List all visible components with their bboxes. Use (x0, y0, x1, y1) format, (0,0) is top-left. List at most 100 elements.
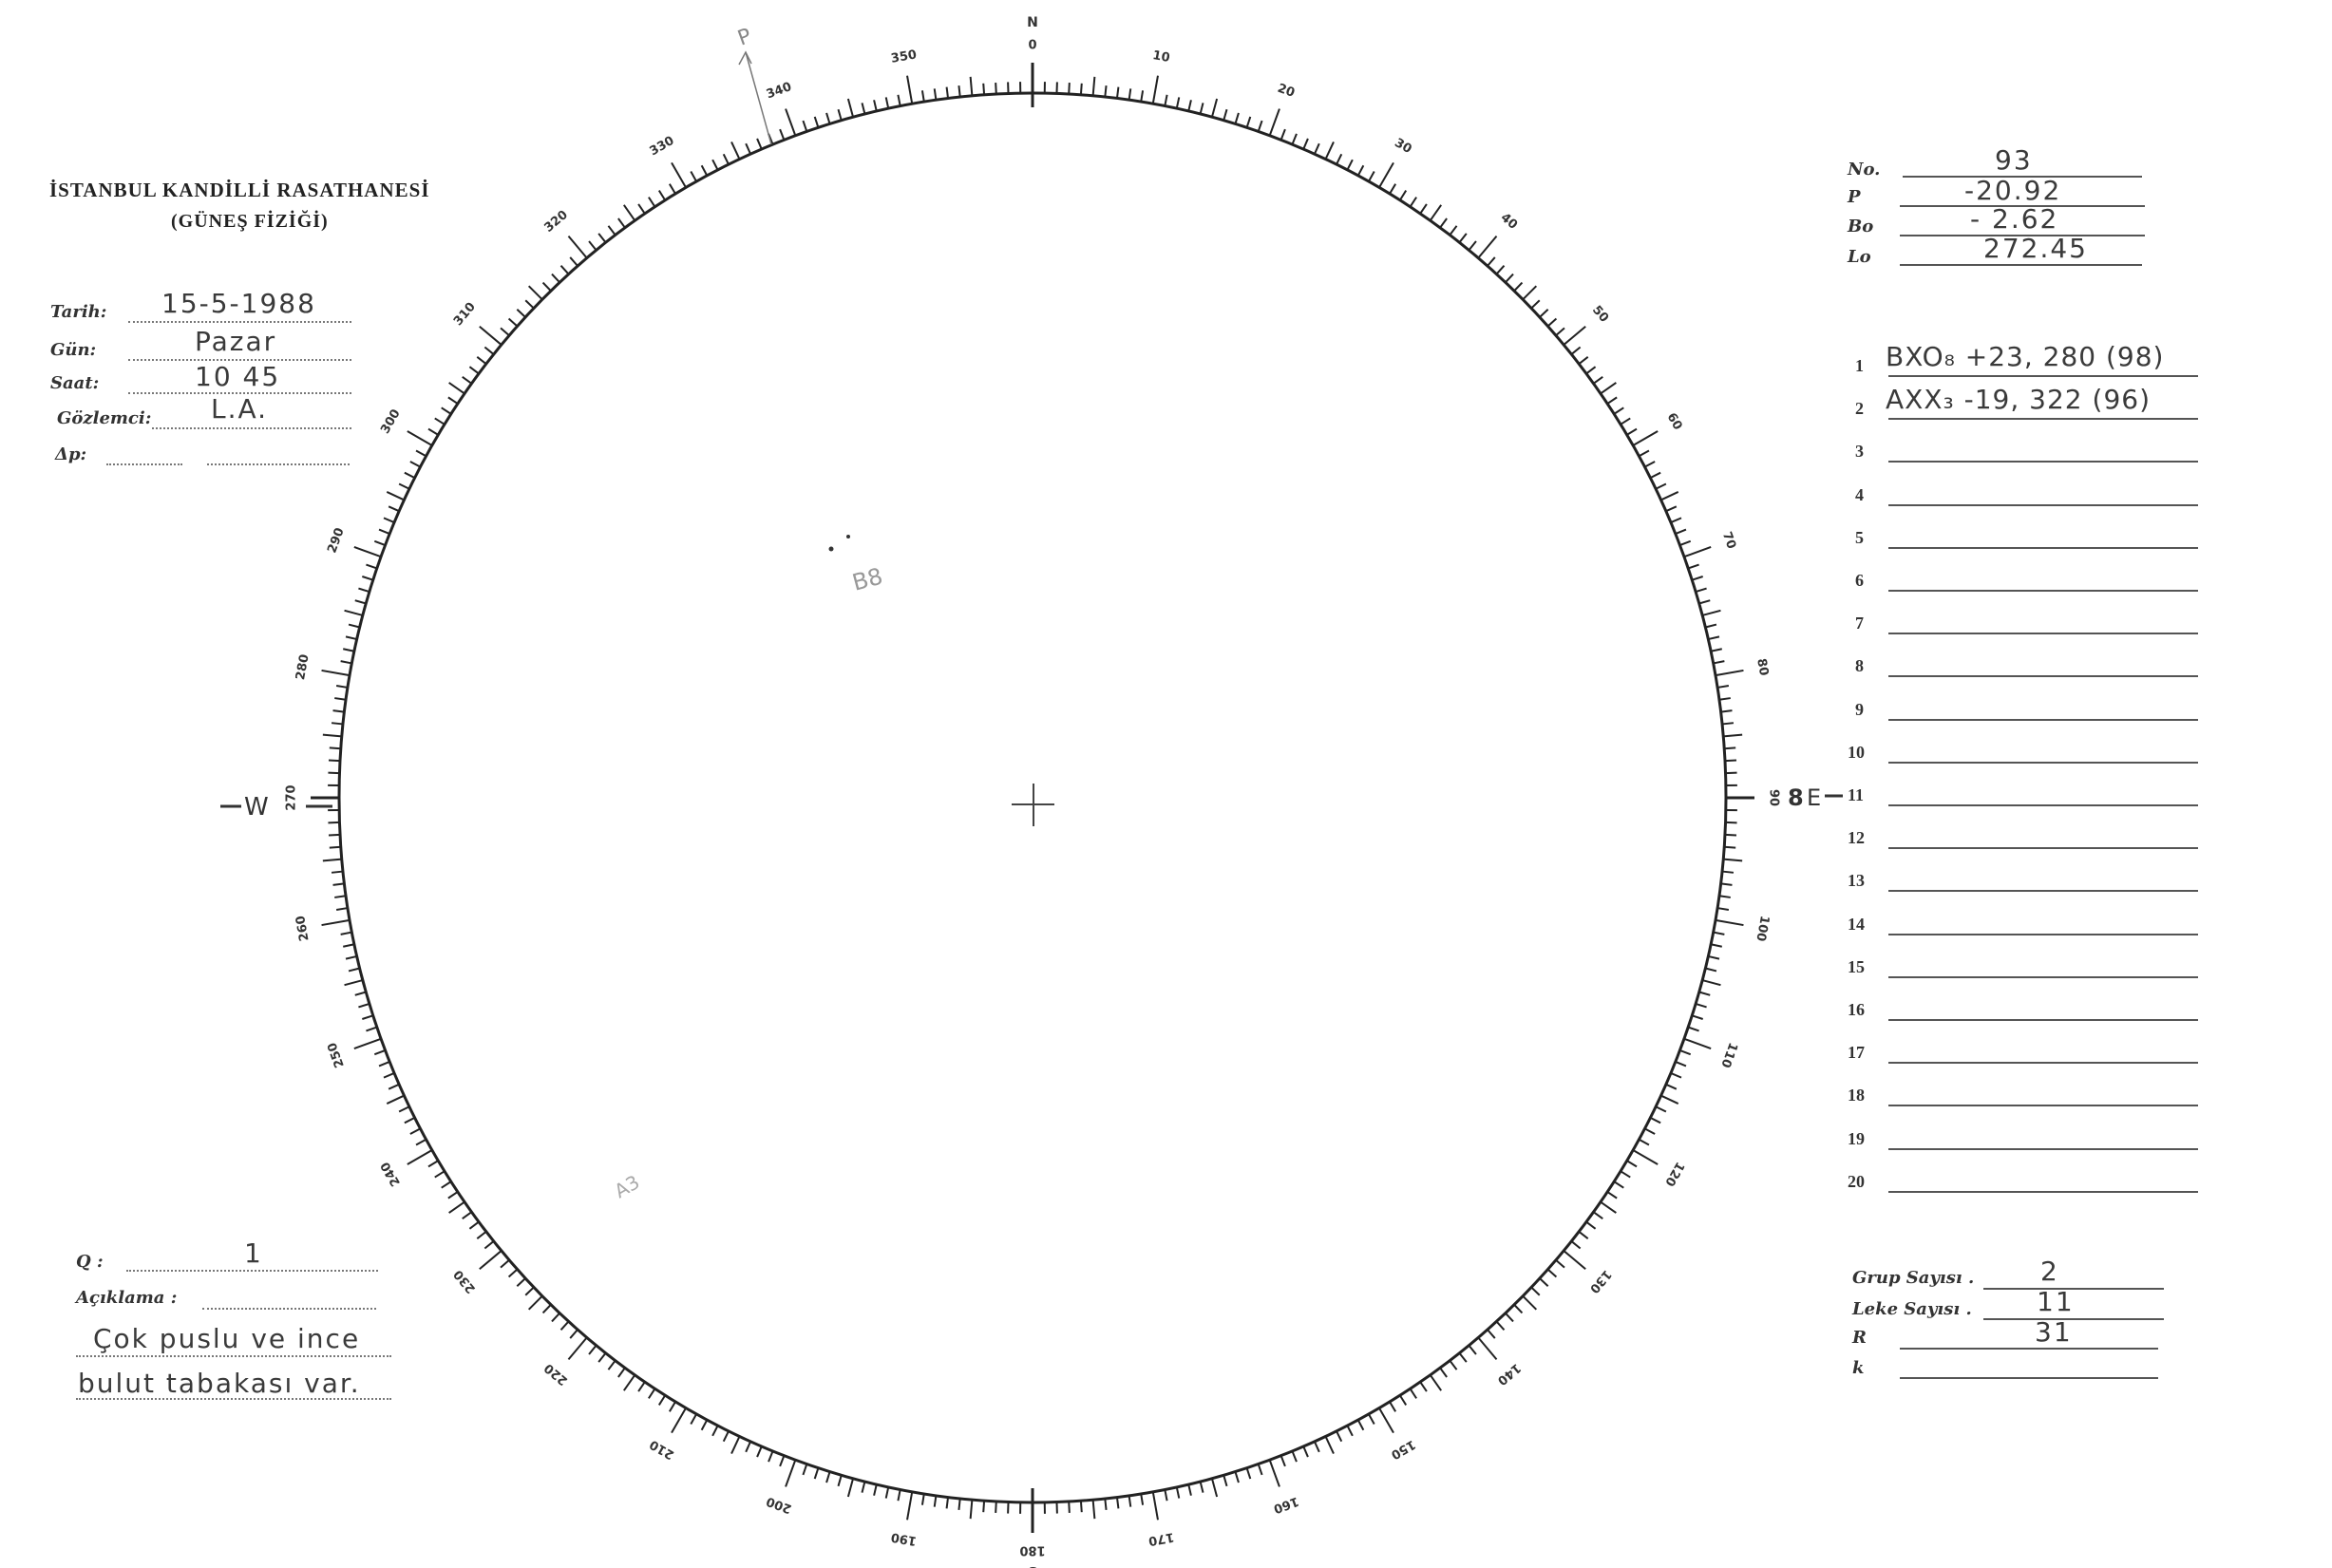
group-row-number: 7 (1855, 614, 1864, 633)
day-field[interactable] (128, 359, 351, 361)
group-row-number: 10 (1848, 742, 1865, 762)
group-row-field[interactable] (1888, 546, 2198, 549)
degree-tick (897, 94, 901, 106)
lo-field[interactable] (1900, 264, 2142, 266)
degree-tick (567, 1336, 588, 1361)
delta-p-field-a[interactable] (106, 463, 182, 465)
description-line-2[interactable] (76, 1398, 391, 1400)
degree-tick (407, 430, 433, 446)
group-row-field[interactable] (1888, 890, 2198, 893)
group-row-field[interactable] (1888, 1105, 2198, 1107)
day-label: Gün: (50, 340, 97, 360)
pole-mark: P (735, 25, 755, 51)
group-row-field[interactable] (1888, 847, 2198, 850)
degree-tick (837, 1474, 843, 1487)
degree-tick (516, 1277, 526, 1287)
degree-tick (1724, 746, 1736, 750)
degree-label: 160 (1271, 1494, 1300, 1516)
degree-label: 110 (1717, 1041, 1739, 1070)
degree-tick (1487, 1329, 1496, 1339)
degree-tick (711, 159, 719, 171)
group-row-field[interactable] (1888, 633, 2198, 635)
q-field[interactable] (126, 1270, 378, 1272)
degree-tick (388, 505, 400, 513)
degree-tick (541, 1304, 552, 1314)
degree-label: 50 (1589, 303, 1611, 326)
date-field[interactable] (128, 321, 351, 323)
group-count-field[interactable] (1983, 1288, 2164, 1290)
degree-tick (1530, 299, 1541, 310)
degree-tick (668, 1401, 676, 1412)
degree-tick (1458, 233, 1468, 243)
degree-tick (756, 1445, 763, 1458)
p-field[interactable] (1900, 205, 2145, 207)
description-text-1: Çok puslu ve ince (93, 1323, 361, 1354)
degree-tick (648, 1388, 656, 1399)
group-row-field[interactable] (1888, 975, 2198, 978)
degree-tick (1578, 1231, 1589, 1239)
east-prefix: 8 (1788, 784, 1804, 811)
degree-tick (1724, 833, 1737, 837)
time-field[interactable] (128, 392, 351, 394)
degree-tick (1539, 1277, 1549, 1287)
group-row-field[interactable] (1888, 1062, 2198, 1065)
degree-tick (1649, 471, 1661, 480)
degree-tick (1649, 1116, 1661, 1124)
degree-tick (1687, 563, 1699, 570)
description-line-1[interactable] (76, 1355, 391, 1357)
degree-tick (1346, 1425, 1354, 1437)
degree-tick (448, 382, 465, 395)
group-count-value: 2 (2040, 1256, 2059, 1287)
spot-count-field[interactable] (1983, 1318, 2164, 1320)
group-row-field[interactable] (1888, 1190, 2198, 1193)
bo-field[interactable] (1900, 235, 2145, 236)
description-field[interactable] (202, 1308, 376, 1310)
degree-tick (906, 1491, 914, 1521)
group-row-field[interactable] (1888, 375, 2198, 377)
degree-tick (1115, 1497, 1120, 1509)
group-row-field[interactable] (1888, 1019, 2198, 1021)
degree-tick (1705, 967, 1717, 973)
degree-label: 310 (451, 300, 479, 329)
group-row-field[interactable] (1888, 590, 2198, 592)
group-row-field[interactable] (1888, 933, 2198, 935)
north-label: N (1027, 15, 1038, 30)
no-field[interactable] (1903, 176, 2142, 178)
degree-tick (1606, 1191, 1618, 1200)
r-value: 31 (2035, 1316, 2073, 1348)
r-field[interactable] (1900, 1348, 2158, 1350)
group-row-field[interactable] (1888, 675, 2198, 678)
degree-tick (1128, 1495, 1132, 1507)
group-row-field[interactable] (1888, 418, 2198, 421)
degree-tick (1613, 1181, 1624, 1189)
degree-tick (1449, 1359, 1458, 1370)
degree-tick (441, 1181, 452, 1189)
group-row-field[interactable] (1888, 718, 2198, 721)
degree-label: 170 (1147, 1529, 1175, 1547)
degree-tick (1570, 1240, 1582, 1250)
degree-tick (617, 1367, 626, 1378)
degree-tick (332, 709, 345, 713)
degree-tick (388, 1083, 400, 1090)
degree-tick (1679, 539, 1692, 547)
degree-tick (344, 979, 364, 987)
degree-tick (447, 1191, 459, 1200)
degree-tick (1458, 1352, 1468, 1363)
group-row-field[interactable] (1888, 461, 2198, 463)
group-row-field[interactable] (1888, 503, 2198, 506)
group-row-field[interactable] (1888, 761, 2198, 764)
degree-tick (1409, 197, 1417, 208)
degree-tick (1675, 528, 1687, 535)
degree-tick (1683, 1037, 1712, 1049)
degree-tick (1291, 133, 1298, 145)
group-row-field[interactable] (1888, 804, 2198, 806)
degree-label: 40 (1498, 211, 1521, 233)
k-field[interactable] (1900, 1377, 2158, 1379)
group-row-field[interactable] (1888, 1147, 2198, 1150)
degree-tick (329, 845, 341, 849)
delta-p-field-b[interactable] (207, 463, 350, 465)
degree-tick (657, 1394, 667, 1406)
observer-field[interactable] (152, 427, 351, 429)
degree-tick (328, 759, 341, 763)
degree-tick (1419, 203, 1428, 215)
